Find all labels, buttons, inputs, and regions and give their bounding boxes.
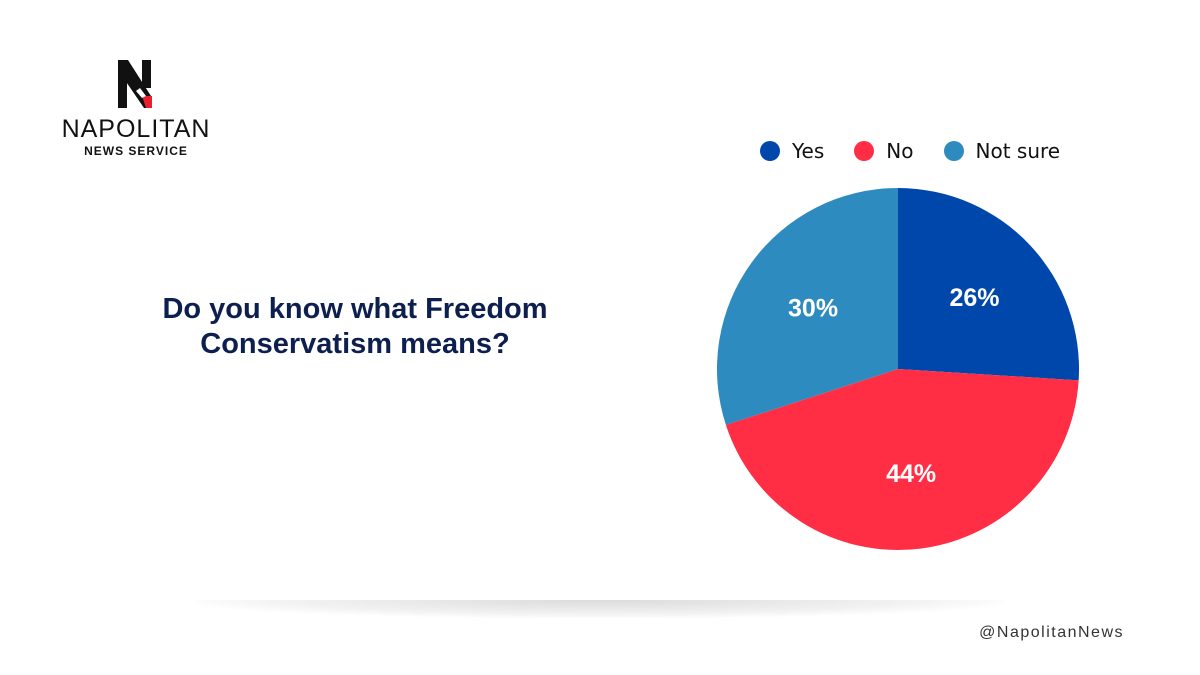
brand-logo: NAPOLITAN NEWS SERVICE (60, 58, 212, 158)
brand-name: NAPOLITAN (61, 115, 211, 143)
napolitan-logo-mark (118, 60, 152, 108)
legend-label-not-sure: Not sure (975, 139, 1061, 163)
legend-swatch-not-sure (943, 141, 964, 161)
social-handle: @NapolitanNews (979, 624, 1124, 641)
shadow-divider (195, 600, 1005, 618)
legend-label-no: No (886, 139, 914, 163)
legend-item-not-sure: Not sure (943, 139, 1061, 163)
question-title: Do you know what Freedom Conservatism me… (162, 293, 548, 360)
legend-item-no: No (854, 139, 914, 163)
legend-swatch-yes (760, 141, 780, 161)
pie-chart: 26% 44% 30% (717, 188, 1079, 550)
legend-swatch-no (854, 141, 875, 161)
pie-slice-not-sure (717, 188, 898, 425)
slice-label-yes: 26% (950, 284, 1000, 312)
brand-subtitle: NEWS SERVICE (84, 144, 188, 158)
legend-label-yes: Yes (792, 139, 825, 163)
chart-legend: Yes No Not sure (760, 139, 1090, 163)
legend-item-yes: Yes (760, 139, 824, 163)
pie-slice-yes (898, 188, 1079, 381)
slice-label-no: 44% (886, 460, 936, 488)
pie-slice-no (725, 369, 1079, 550)
slice-label-not-sure: 30% (788, 294, 838, 322)
